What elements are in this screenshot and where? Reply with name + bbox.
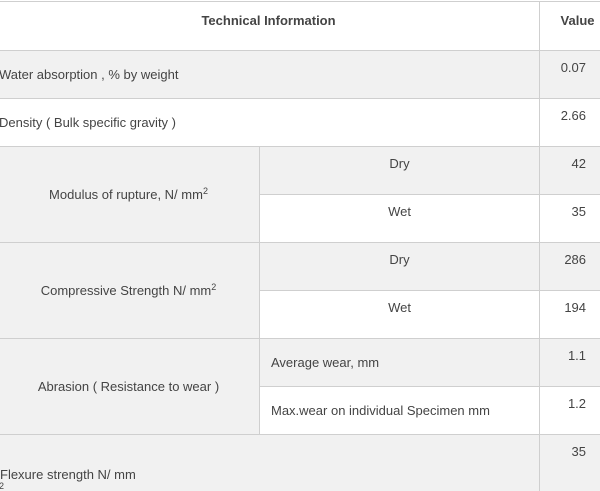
header-value: Value bbox=[539, 1, 600, 51]
compressive-dry-label: Dry bbox=[258, 242, 541, 291]
water-absorption-label: Water absorption , % by weight bbox=[0, 50, 541, 99]
modulus-unit-exponent: 2 bbox=[202, 186, 208, 196]
abrasion-average-label: Average wear, mm bbox=[258, 338, 541, 387]
flexure-strength-label: Flexure strength N/ mm 2 bbox=[0, 434, 541, 491]
density-label: Density ( Bulk specific gravity ) bbox=[0, 98, 541, 147]
row-abrasion-max: Max.wear on individual Specimen mm 1.2 bbox=[0, 386, 600, 435]
modulus-dry-label: Dry bbox=[258, 146, 541, 195]
compressive-unit-exponent: 2 bbox=[211, 282, 217, 292]
flexure-strength-value: 35 bbox=[539, 434, 600, 491]
flexure-unit-exponent: 2 bbox=[0, 481, 5, 491]
modulus-of-rupture-label: Modulus of rupture, N/ mm2 bbox=[0, 146, 260, 243]
row-compressive-wet: Wet 194 bbox=[0, 290, 600, 339]
abrasion-average-value: 1.1 bbox=[539, 338, 600, 387]
header-technical-information: Technical Information bbox=[0, 1, 541, 51]
abrasion-label: Abrasion ( Resistance to wear ) bbox=[0, 338, 260, 435]
abrasion-max-value: 1.2 bbox=[539, 386, 600, 435]
compressive-strength-label: Compressive Strength N/ mm2 bbox=[0, 242, 260, 339]
row-modulus-dry: Modulus of rupture, N/ mm2 Dry 42 bbox=[0, 146, 600, 243]
abrasion-max-label: Max.wear on individual Specimen mm bbox=[258, 386, 541, 435]
compressive-wet-label: Wet bbox=[258, 290, 541, 339]
row-abrasion-average: Abrasion ( Resistance to wear ) Average … bbox=[0, 338, 600, 435]
row-flexure-strength: Flexure strength N/ mm 2 35 bbox=[0, 434, 600, 491]
header-row: Technical Information Value bbox=[0, 1, 600, 51]
modulus-dry-value: 42 bbox=[539, 146, 600, 195]
compressive-wet-value: 194 bbox=[539, 290, 600, 339]
row-compressive-dry: Compressive Strength N/ mm2 Dry 286 bbox=[0, 242, 600, 339]
modulus-wet-label: Wet bbox=[258, 194, 541, 243]
compressive-dry-value: 286 bbox=[539, 242, 600, 291]
row-density: Density ( Bulk specific gravity ) 2.66 bbox=[0, 98, 600, 147]
row-water-absorption: Water absorption , % by weight 0.07 bbox=[0, 50, 600, 99]
density-value: 2.66 bbox=[539, 98, 600, 147]
modulus-wet-value: 35 bbox=[539, 194, 600, 243]
water-absorption-value: 0.07 bbox=[539, 50, 600, 99]
